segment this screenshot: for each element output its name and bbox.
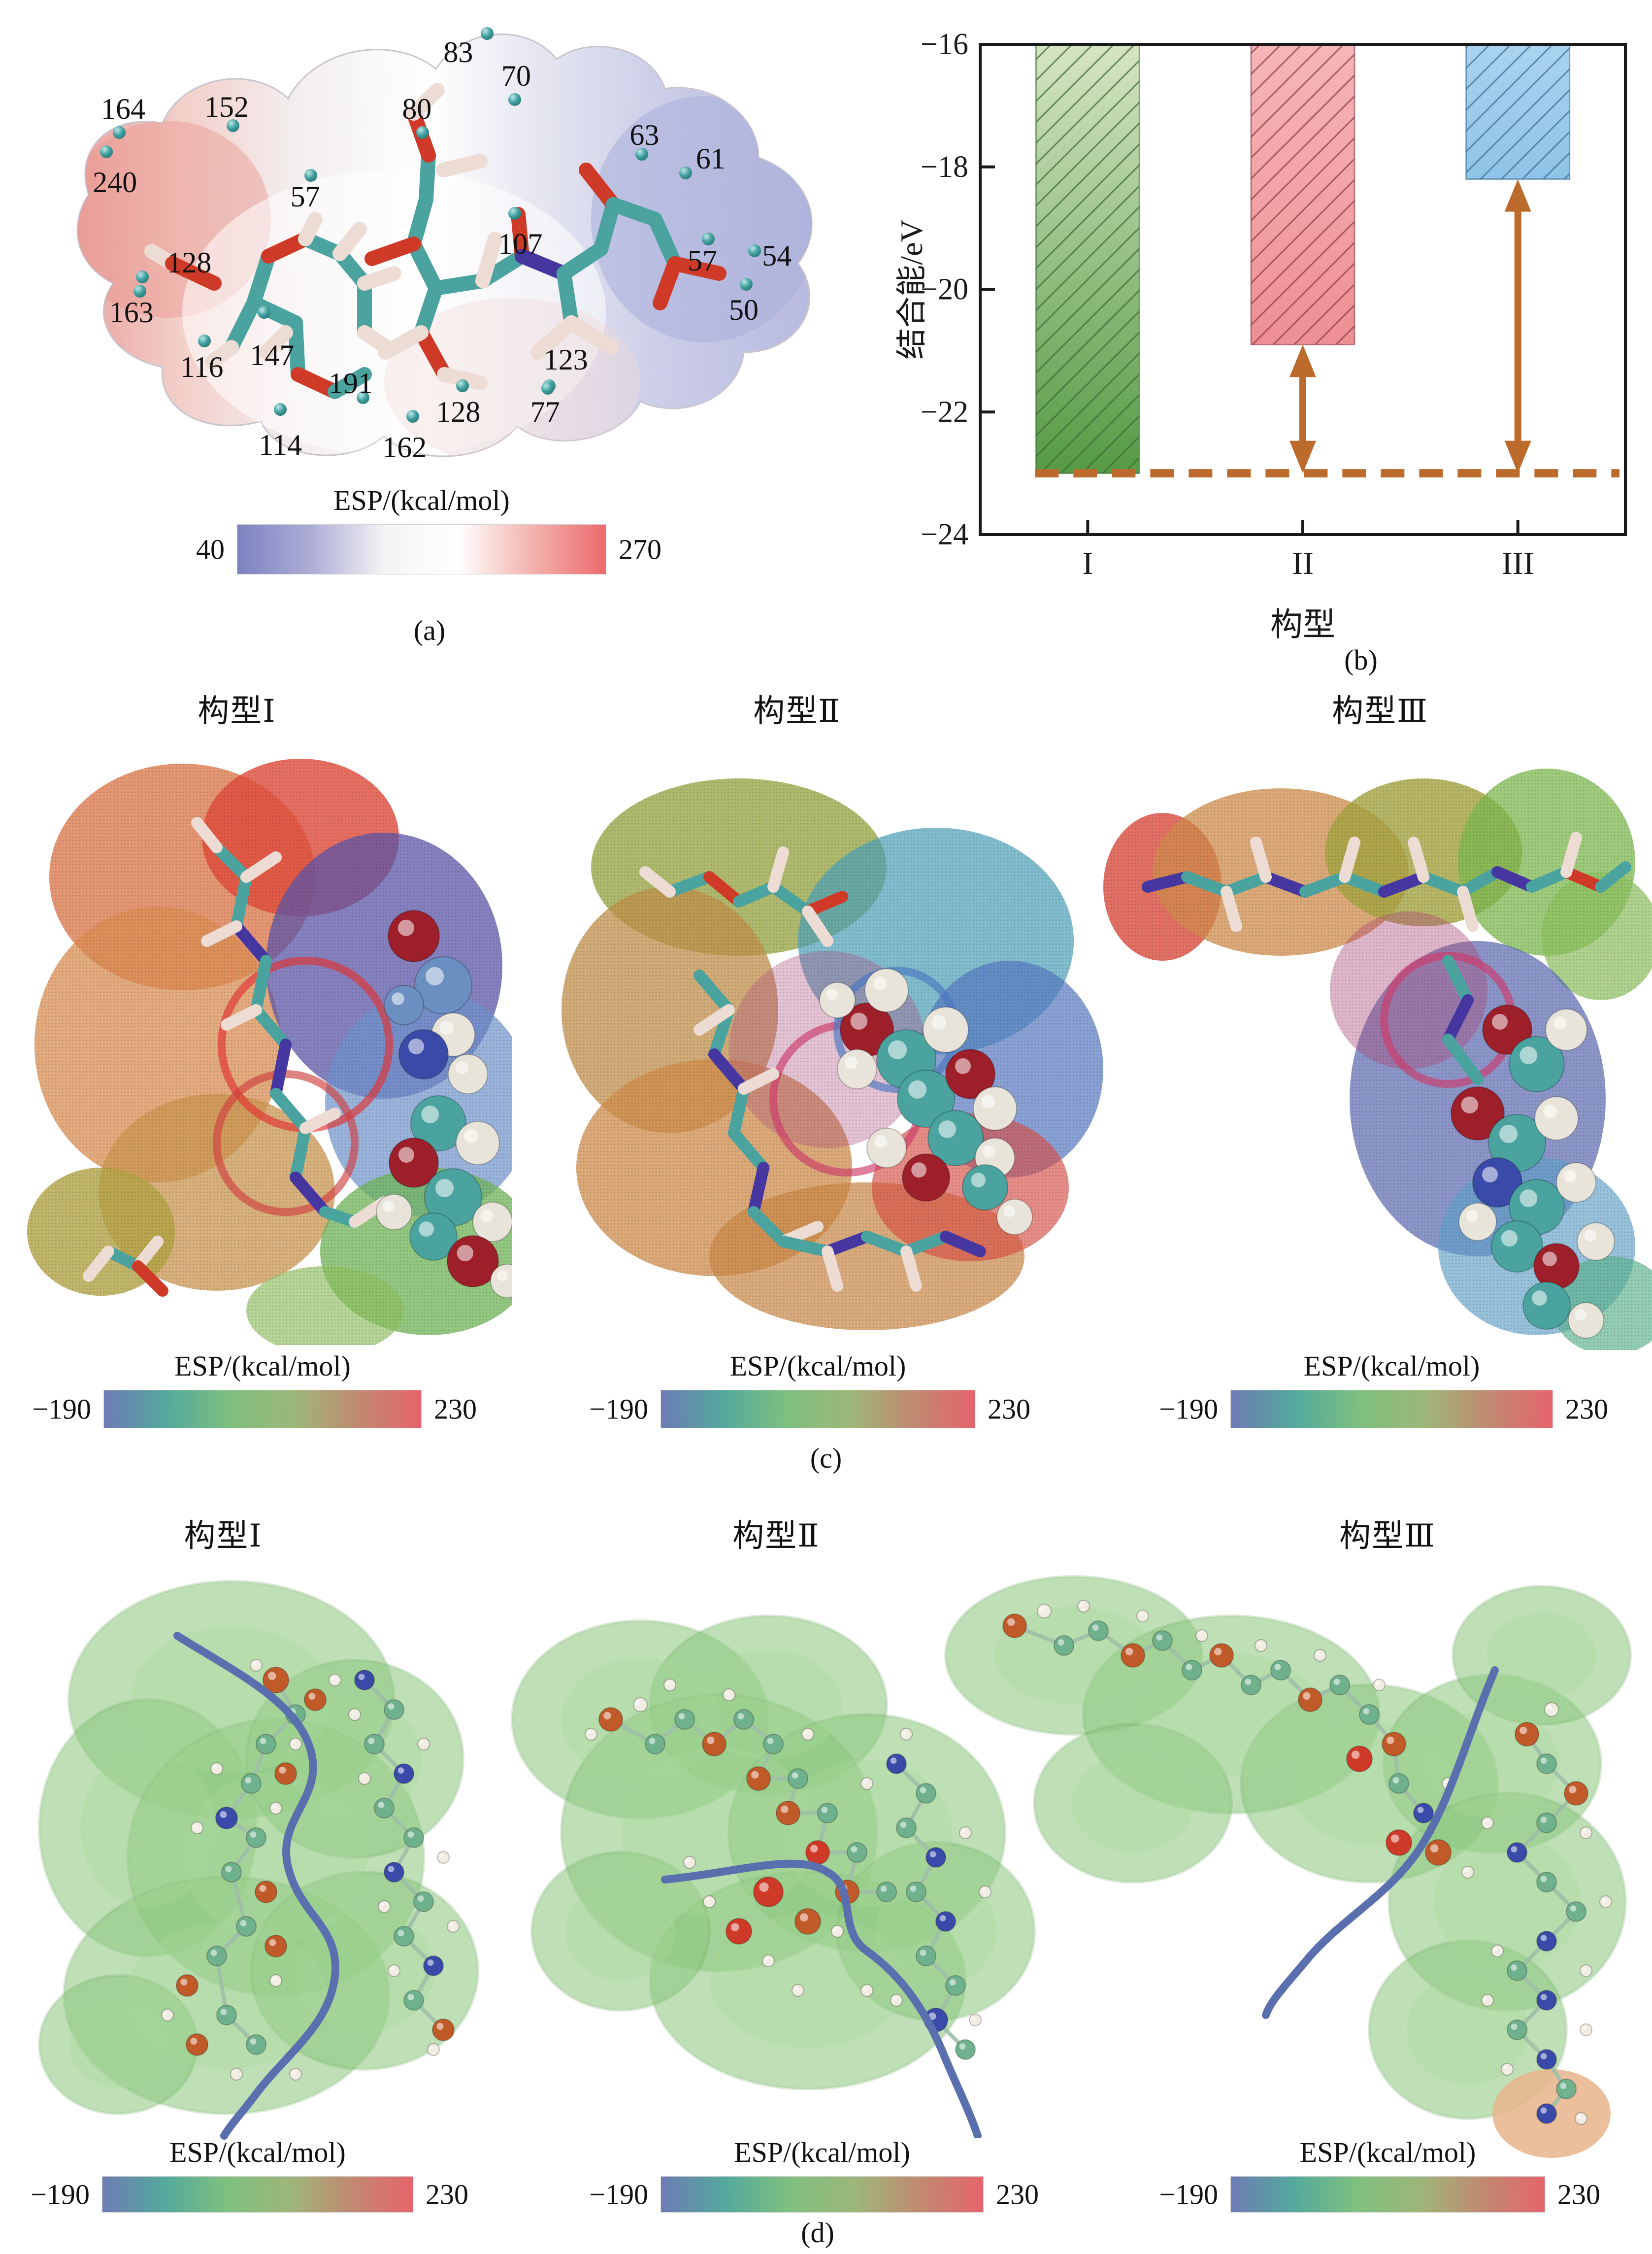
y-tick-label: −18 <box>921 150 968 184</box>
energy-gap-arrow <box>1289 344 1316 473</box>
green-surface-illustration-1 <box>38 1580 479 2140</box>
colorbar-title: ESP/(kcal/mol) <box>1299 2136 1476 2168</box>
caption-a: (a) <box>413 614 446 646</box>
esp-colorbar-a: ESP/(kcal/mol) 40 270 <box>196 484 661 574</box>
colorbar-gradient <box>661 1390 975 1428</box>
colorbar-max-label: 230 <box>988 1393 1030 1425</box>
y-axis-label: 结合能/eV <box>896 219 929 359</box>
mesh-surface-illustration-2 <box>562 778 1103 1330</box>
mesh-surface-illustration-3 <box>1103 769 1652 1350</box>
colorbar-title: ESP/(kcal/mol) <box>1303 1350 1480 1382</box>
colorbar-max-label: 230 <box>1565 1393 1608 1425</box>
colorbar-title: ESP/(kcal/mol) <box>169 2136 346 2168</box>
panel-c-title-1: 构型Ⅰ <box>198 694 276 729</box>
colorbar-min-label: −190 <box>589 1393 648 1425</box>
colorbar-title: ESP/(kcal/mol) <box>174 1350 351 1382</box>
colorbar-title: ESP/(kcal/mol) <box>333 484 510 516</box>
esp-surface-illustration <box>76 34 813 457</box>
panel-c-title-2: 构型Ⅱ <box>753 694 841 729</box>
colorbar-title: ESP/(kcal/mol) <box>734 2136 910 2168</box>
caption-d: (d) <box>801 2217 834 2249</box>
colorbar-gradient <box>237 525 606 574</box>
bar-II <box>1250 43 1355 345</box>
y-tick-label: −24 <box>921 518 968 551</box>
panel-d-title-2: 构型Ⅱ <box>732 1518 820 1553</box>
colorbar-max-label: 230 <box>426 2178 468 2211</box>
mesh-surface-illustration-1 <box>27 759 512 1345</box>
colorbar-gradient <box>1231 1390 1553 1428</box>
esp-colorbar-d1: ESP/(kcal/mol) −190 230 <box>31 2136 468 2212</box>
partition-curve <box>173 1632 339 2140</box>
colorbar-max-label: 230 <box>1557 2178 1600 2211</box>
y-tick-label: −22 <box>921 395 968 429</box>
esp-colorbar-c3: ESP/(kcal/mol) −190 230 <box>1159 1350 1608 1428</box>
esp-colorbar-c2: ESP/(kcal/mol) −190 230 <box>589 1350 1030 1428</box>
x-tick-label: II <box>1292 545 1314 581</box>
energy-gap-arrow <box>1504 179 1531 473</box>
panel-d-title-1: 构型Ⅰ <box>184 1518 263 1553</box>
colorbar-min-label: −190 <box>32 1393 91 1425</box>
colorbar-max-label: 230 <box>996 2178 1039 2211</box>
colorbar-title: ESP/(kcal/mol) <box>729 1350 906 1382</box>
colorbar-max-label: 230 <box>434 1393 477 1425</box>
green-surface-illustration-3 <box>944 1575 1632 2158</box>
panel-c-title-3: 构型Ⅲ <box>1332 694 1428 729</box>
colorbar-min-label: 40 <box>196 533 225 566</box>
x-tick-label: III <box>1502 545 1534 581</box>
colorbar-min-label: −190 <box>1159 1393 1218 1425</box>
colorbar-gradient <box>104 1390 421 1428</box>
colorbar-min-label: −190 <box>31 2178 90 2211</box>
esp-colorbar-d3: ESP/(kcal/mol) −190 230 <box>1159 2136 1600 2212</box>
x-tick-label: I <box>1082 545 1093 581</box>
caption-b: (b) <box>1344 644 1378 676</box>
x-axis-label: 构型 <box>1270 607 1335 643</box>
esp-colorbar-d2: ESP/(kcal/mol) −190 230 <box>589 2136 1039 2212</box>
colorbar-gradient <box>661 2177 983 2212</box>
bar-I <box>1035 43 1140 474</box>
panel-d-title-3: 构型Ⅲ <box>1339 1518 1436 1553</box>
colorbar-min-label: −190 <box>1159 2178 1218 2211</box>
colorbar-min-label: −190 <box>589 2178 648 2211</box>
esp-colorbar-c1: ESP/(kcal/mol) −190 230 <box>32 1350 477 1428</box>
colorbar-max-label: 270 <box>619 533 661 566</box>
partition-curve <box>1262 1666 1499 2019</box>
colorbar-gradient <box>102 2177 413 2212</box>
partition-curve <box>661 1859 982 2138</box>
y-tick-label: −16 <box>921 28 968 61</box>
y-tick-label: −20 <box>921 273 968 306</box>
bar-III <box>1465 43 1571 180</box>
green-surface-illustration-2 <box>511 1615 1036 2138</box>
caption-c: (c) <box>810 1442 842 1474</box>
colorbar-gradient <box>1231 2177 1545 2212</box>
